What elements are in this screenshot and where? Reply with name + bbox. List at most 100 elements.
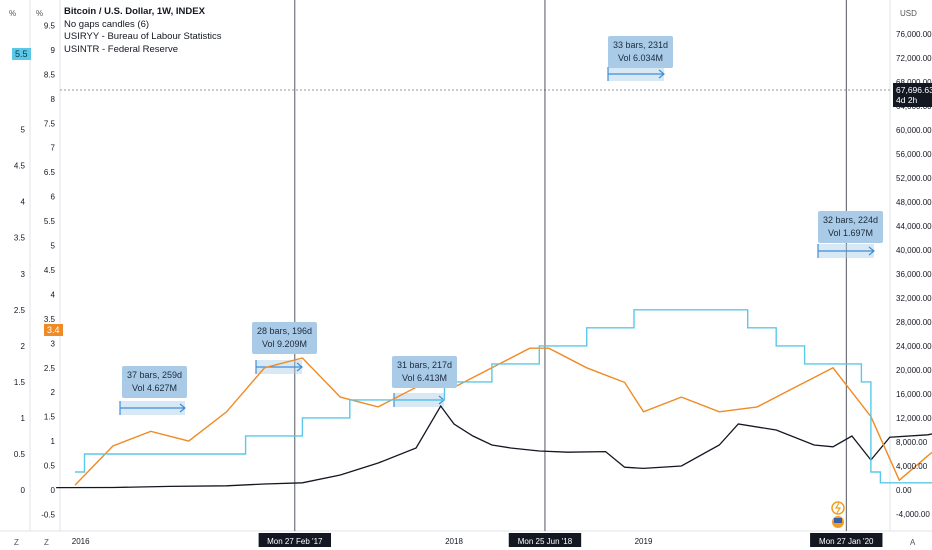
inflation-tick-label: 4 <box>51 290 56 299</box>
interest-rate-line <box>75 309 932 484</box>
axis-separators <box>0 0 932 532</box>
range-callout-2: 28 bars, 196d Vol 9.209M <box>252 322 318 354</box>
inflation-tick-label: 3.5 <box>44 315 56 324</box>
interest-tick-label: 4.5 <box>14 162 26 171</box>
price-tick-label: 56,000.00 <box>896 150 932 159</box>
range-callout-5: 32 bars, 224d Vol 1.697M <box>818 211 884 243</box>
chart-legend: Bitcoin / U.S. Dollar, 1W, INDEX No gaps… <box>64 6 222 56</box>
range-arrow-head <box>296 362 303 372</box>
current-price: 67,696.63 <box>896 85 932 95</box>
inflation-tick-label: 3 <box>51 339 56 348</box>
btc-price-line <box>56 404 932 489</box>
interest-tick-label: 1 <box>21 414 26 423</box>
price-tick-label: 72,000.00 <box>896 54 932 63</box>
time-marker-label: Mon 27 Jan '20 <box>819 537 874 546</box>
range-arrow-4 <box>607 67 665 81</box>
inflation-tick-label: 0 <box>51 486 56 495</box>
inflation-tick-label: 0.5 <box>44 462 56 471</box>
time-tick-label: 2019 <box>635 537 653 546</box>
price-tick-label: 24,000.00 <box>896 342 932 351</box>
price-tick-label: 36,000.00 <box>896 270 932 279</box>
inflation-tick-label: 5 <box>51 242 56 251</box>
inflation-badge: 3.4 <box>44 324 63 336</box>
interest-tick-label: 0 <box>21 486 26 495</box>
inflation-tick-label: 1 <box>51 437 56 446</box>
legend-title: Bitcoin / U.S. Dollar, 1W, INDEX <box>64 6 205 17</box>
chart-icons <box>831 501 845 528</box>
price-tick-label: 12,000.00 <box>896 414 932 423</box>
legend-line-1: No gaps candles (6) <box>64 18 150 30</box>
left-axis-unit-2: % <box>36 9 44 18</box>
callout-2-bars: 28 bars, 196d <box>257 326 313 336</box>
time-marker-box <box>258 533 332 547</box>
auto-scale-button-right[interactable]: A <box>910 538 916 547</box>
legend-line-2: USIRYY - Bureau of Labour Statistics <box>64 31 222 42</box>
callout-5-bars: 32 bars, 224d <box>823 215 879 225</box>
inflation-line <box>74 347 932 486</box>
price-tick-label: 0.00 <box>896 486 912 495</box>
current-price-tag: 67,696.63 4d 2h <box>893 83 932 107</box>
interest-tick-label: 5 <box>21 126 26 135</box>
inflation-tick-label: 7.5 <box>44 119 56 128</box>
callout-3-vol: Vol 6.413M <box>402 373 448 383</box>
time-tick-label: 2016 <box>72 537 90 546</box>
price-tick-label: 68,000.00 <box>896 78 932 87</box>
range-arrow-1 <box>119 401 186 415</box>
lightning-icon[interactable] <box>831 501 845 515</box>
range-callout-4: 33 bars, 231d Vol 6.034M <box>608 36 674 68</box>
inflation-tick-label: 9 <box>51 46 56 55</box>
left-axis-unit-1: % <box>9 9 17 18</box>
legend-line-3: USINTR - Federal Reserve <box>64 43 179 55</box>
inflation-tick-label: 7 <box>51 144 56 153</box>
inflation-tick-label: 2 <box>51 388 56 397</box>
price-tick-label: 4,000.00 <box>896 462 928 471</box>
time-tick-label: 2018 <box>445 537 463 546</box>
inflation-tick-label: 8 <box>51 95 56 104</box>
time-marker-label: Mon 25 Jun '18 <box>518 537 573 546</box>
range-arrow-5 <box>817 244 875 258</box>
time-marker-label: Mon 27 Feb '17 <box>267 537 323 546</box>
interest-tick-label: 3 <box>21 270 26 279</box>
price-tick-label: 60,000.00 <box>896 126 932 135</box>
bar-countdown: 4d 2h <box>896 95 918 105</box>
price-tick-label: 52,000.00 <box>896 174 932 183</box>
lightning-bolt-icon <box>834 502 842 514</box>
range-arrow-head <box>179 403 186 413</box>
range-callout-1: 37 bars, 259d Vol 4.627M <box>122 366 188 398</box>
range-arrow-head <box>868 246 875 256</box>
interest-tick-label: 2.5 <box>14 306 26 315</box>
time-marker-box <box>508 533 582 547</box>
range-arrow-2 <box>255 360 303 374</box>
price-tick-label: 48,000.00 <box>896 198 932 207</box>
interest-tick-label: 4 <box>21 198 26 207</box>
inflation-tick-label: 8.5 <box>44 70 56 79</box>
right-axis-unit: USD <box>900 9 917 18</box>
callout-5-vol: Vol 1.697M <box>828 228 874 238</box>
callout-3-bars: 31 bars, 217d <box>397 360 453 370</box>
range-callout-3: 31 bars, 217d Vol 6.413M <box>392 356 458 388</box>
inflation-tick-label: 9.5 <box>44 21 56 30</box>
inflation-tick-label: 5.5 <box>44 217 56 226</box>
callout-1-vol: Vol 4.627M <box>132 383 178 393</box>
price-tick-label: 32,000.00 <box>896 294 932 303</box>
price-tick-label: 28,000.00 <box>896 318 932 327</box>
vertical-markers <box>294 0 847 531</box>
callout-1-bars: 37 bars, 259d <box>127 370 183 380</box>
auto-scale-button-left[interactable]: Z <box>14 538 19 547</box>
price-tick-label: 8,000.00 <box>896 438 928 447</box>
interest-tick-label: 2 <box>21 342 26 351</box>
auto-scale-button-left-2[interactable]: Z <box>44 538 49 547</box>
inflation-tick-label: 1.5 <box>44 413 56 422</box>
callout-2-vol: Vol 9.209M <box>262 339 308 349</box>
price-tick-label: 40,000.00 <box>896 246 932 255</box>
price-tick-label: 44,000.00 <box>896 222 932 231</box>
price-tick-label: 76,000.00 <box>896 30 932 39</box>
callout-4-bars: 33 bars, 231d <box>613 40 669 50</box>
inflation-tick-label: 6.5 <box>44 168 56 177</box>
interest-rate-badge: 5.5 <box>12 48 31 60</box>
price-tick-label: -4,000.00 <box>896 510 930 519</box>
time-marker-box <box>810 533 883 547</box>
callout-4-vol: Vol 6.034M <box>618 53 664 63</box>
